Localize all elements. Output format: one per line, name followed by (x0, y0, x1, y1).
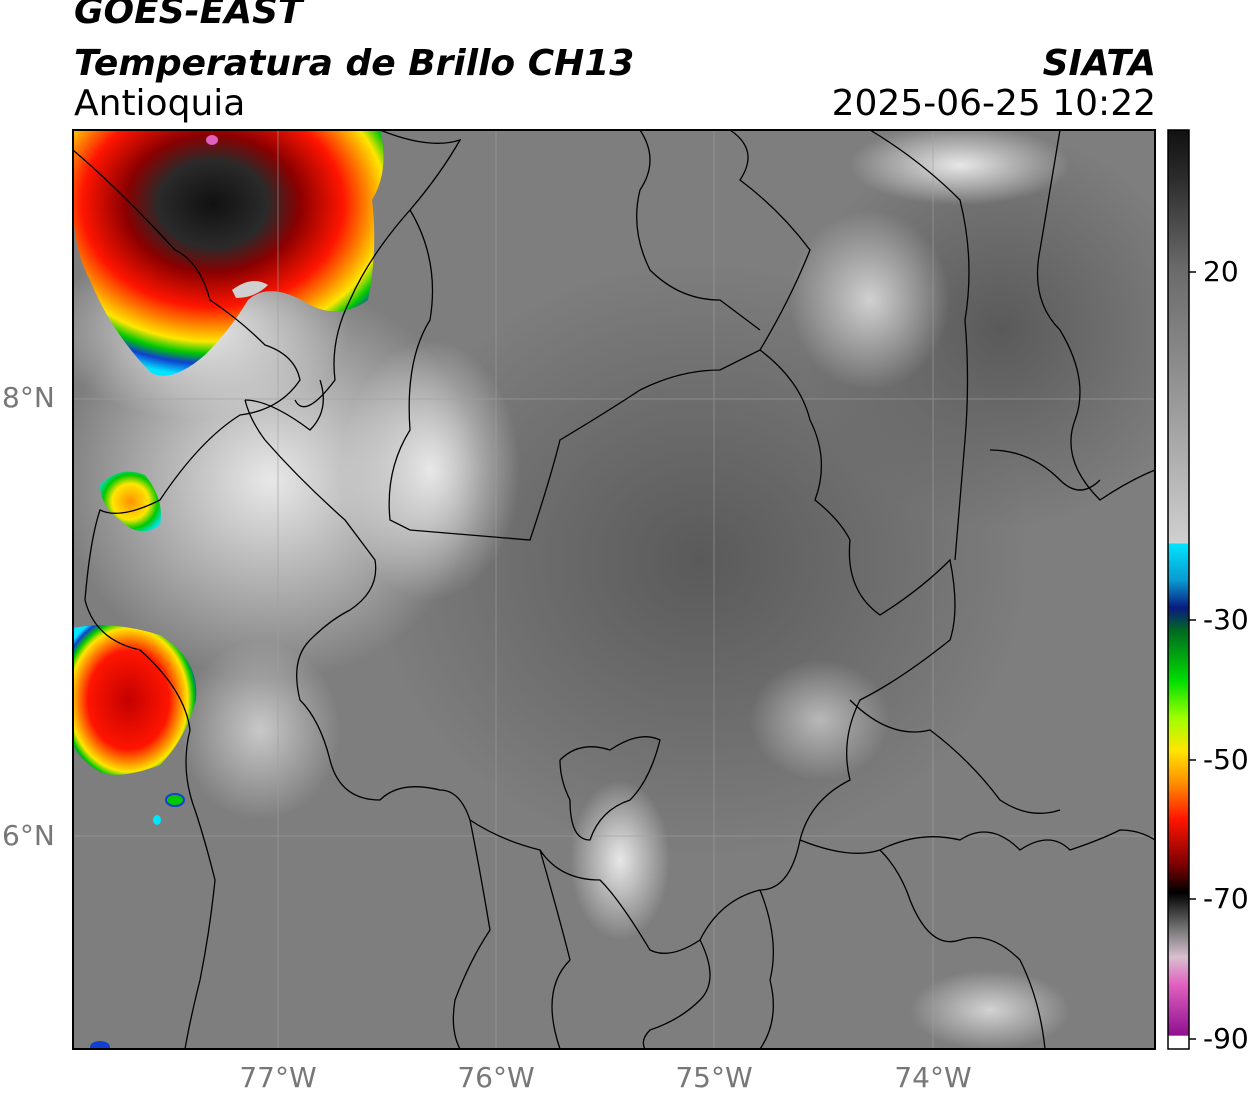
cloud-bright (850, 130, 1070, 205)
border-far-east (1036, 130, 1155, 501)
cloud-bright (910, 970, 1070, 1049)
agency-label: SIATA (1042, 43, 1156, 84)
colorbar-label-minus90: -90 (1203, 1022, 1249, 1055)
storm-cell-tiny (165, 793, 185, 807)
cloud-bright (790, 210, 950, 390)
storm-cell-tiny (153, 815, 161, 825)
lat-label-6n: 6°N (2, 819, 55, 852)
satellite-title: GOES-EAST (74, 0, 303, 32)
border-south2 (539, 849, 571, 1049)
colorbar-label-minus50: -50 (1203, 743, 1249, 776)
storm-cell-north-inner (232, 281, 268, 298)
lat-label-8n: 8°N (2, 381, 55, 414)
storm-core-pink (206, 135, 218, 145)
border-river (989, 449, 1101, 491)
border-south3 (642, 939, 711, 1049)
colorbar (1167, 129, 1190, 1050)
cloud-bright (750, 660, 890, 780)
lon-label-76w: 76°W (457, 1061, 535, 1094)
lon-label-74w: 74°W (894, 1061, 972, 1094)
cloud-bright (180, 640, 340, 820)
region-label: Antioquia (74, 83, 246, 124)
coastline-pacific (84, 599, 216, 1049)
storm-cell-small (100, 471, 161, 532)
border-south4 (759, 889, 774, 1049)
border-magdalena (849, 699, 1061, 814)
map-frame (72, 129, 1156, 1050)
coastline-gulf (294, 130, 462, 408)
storm-cell-west (73, 625, 197, 775)
gridlines (73, 130, 1155, 1049)
product-title: Temperatura de Brillo CH13 (74, 43, 635, 84)
border-ne (636, 130, 761, 331)
datetime-label: 2025-06-25 10:22 (831, 83, 1156, 124)
border-se (799, 839, 1046, 1049)
colorbar-label-20: 20 (1203, 255, 1239, 288)
border-east (729, 130, 811, 351)
border-south (452, 819, 491, 1049)
colorbar-label-minus70: -70 (1203, 882, 1249, 915)
antioquia-border (244, 209, 956, 954)
border-left-inner (244, 379, 324, 431)
storm-cell-north (73, 130, 384, 376)
coastline-caribbean (73, 149, 301, 601)
border-se2 (879, 829, 1155, 851)
border-enclave (559, 736, 661, 841)
cloud-bright (340, 340, 520, 600)
colorbar-ticks (1189, 271, 1196, 1040)
colorbar-label-minus30: -30 (1203, 603, 1249, 636)
lon-label-77w: 77°W (239, 1061, 317, 1094)
border-nne (869, 130, 970, 561)
boundaries (73, 130, 1155, 1049)
cloud-bright (570, 780, 670, 940)
lon-label-75w: 75°W (675, 1061, 753, 1094)
storm-cell-tiny (90, 1041, 110, 1049)
